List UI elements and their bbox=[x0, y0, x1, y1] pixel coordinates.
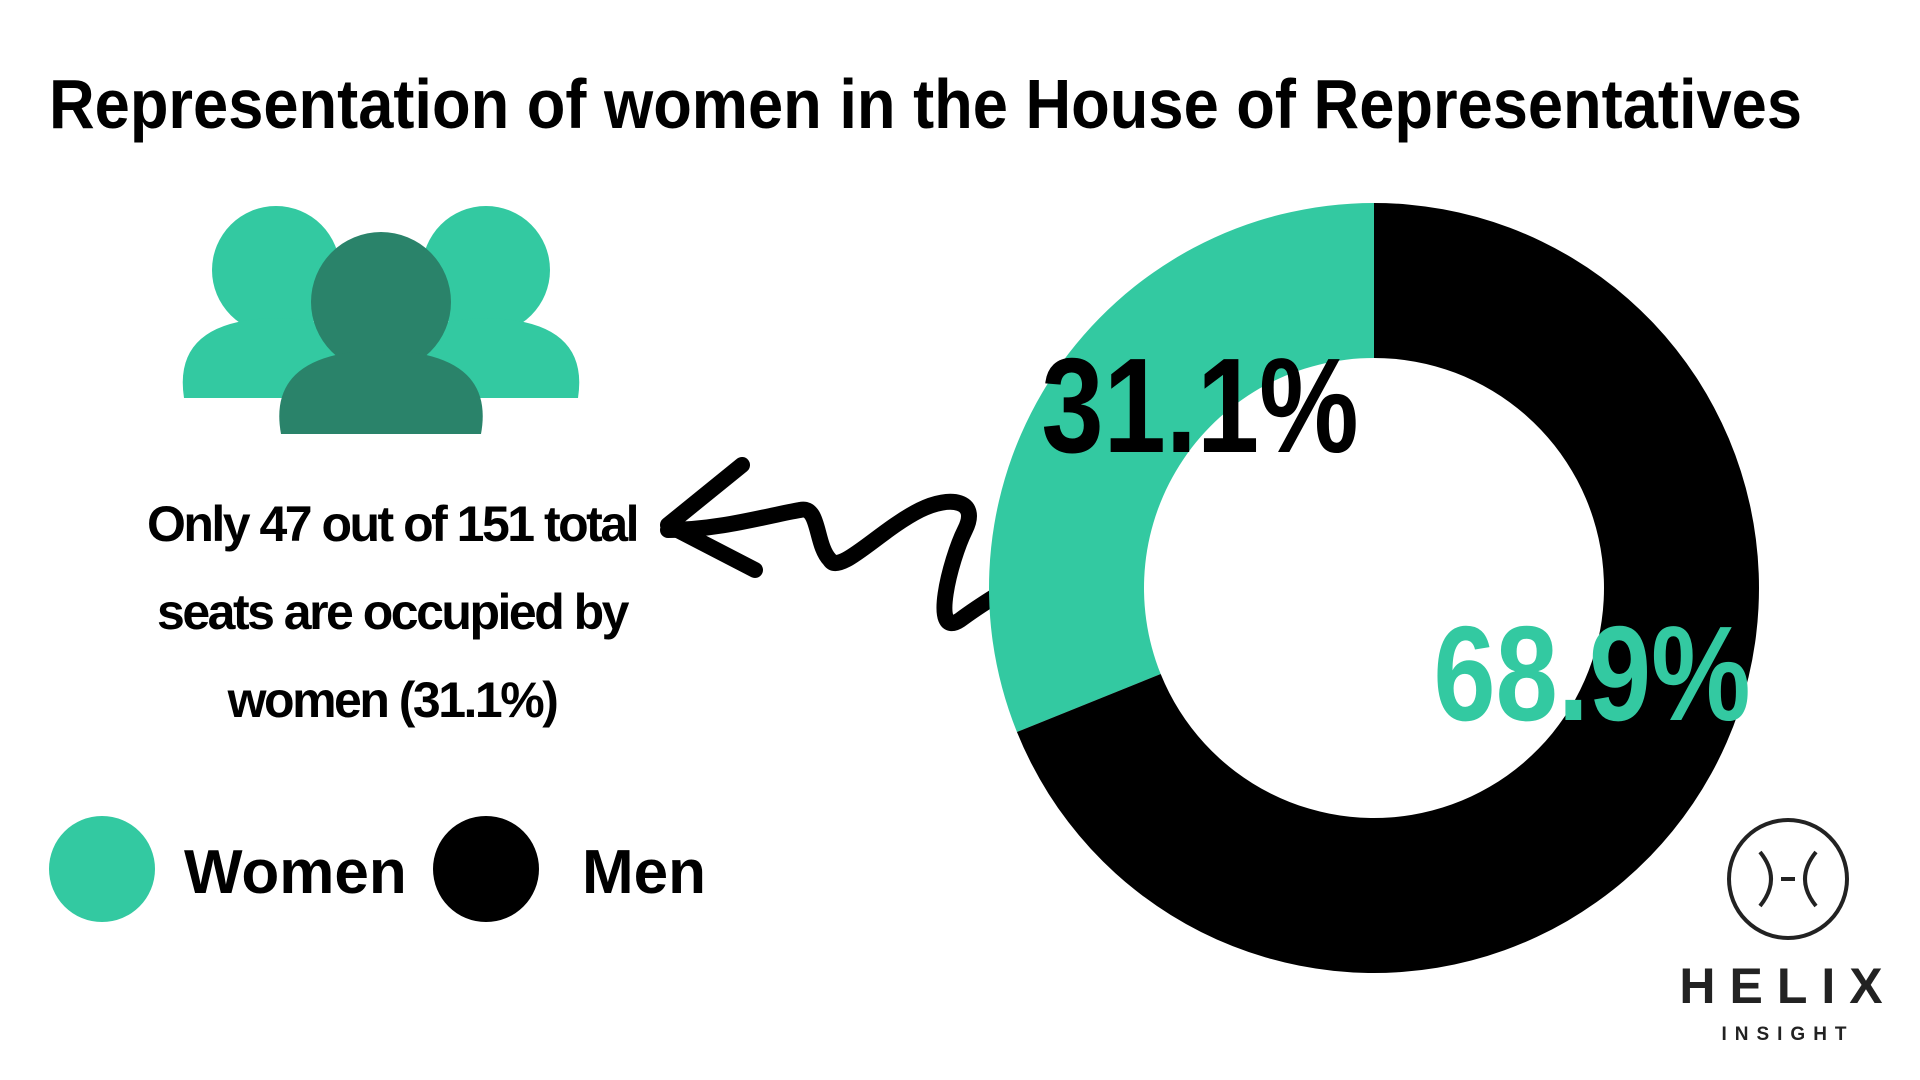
donut-segment bbox=[1016, 203, 1759, 973]
arrowhead bbox=[660, 457, 763, 578]
logo-name: HELIX bbox=[1679, 958, 1896, 1014]
legend-label: Women bbox=[184, 838, 407, 907]
people-icon bbox=[182, 206, 580, 434]
legend-swatch bbox=[433, 816, 539, 922]
logo-tagline: INSIGHT bbox=[1721, 1024, 1854, 1045]
donut-segment bbox=[988, 203, 1374, 732]
legend-swatch bbox=[49, 816, 155, 922]
arrow bbox=[660, 493, 1116, 631]
chart-title: Representation of women in the House of … bbox=[49, 65, 1802, 143]
legend-label: Men bbox=[582, 838, 706, 907]
annotation: Only 47 out of 151 total seats are occup… bbox=[146, 496, 640, 728]
value-label: 68.9% bbox=[1433, 598, 1750, 749]
logo bbox=[1727, 818, 1849, 940]
value-label: 31.1% bbox=[1041, 330, 1358, 481]
